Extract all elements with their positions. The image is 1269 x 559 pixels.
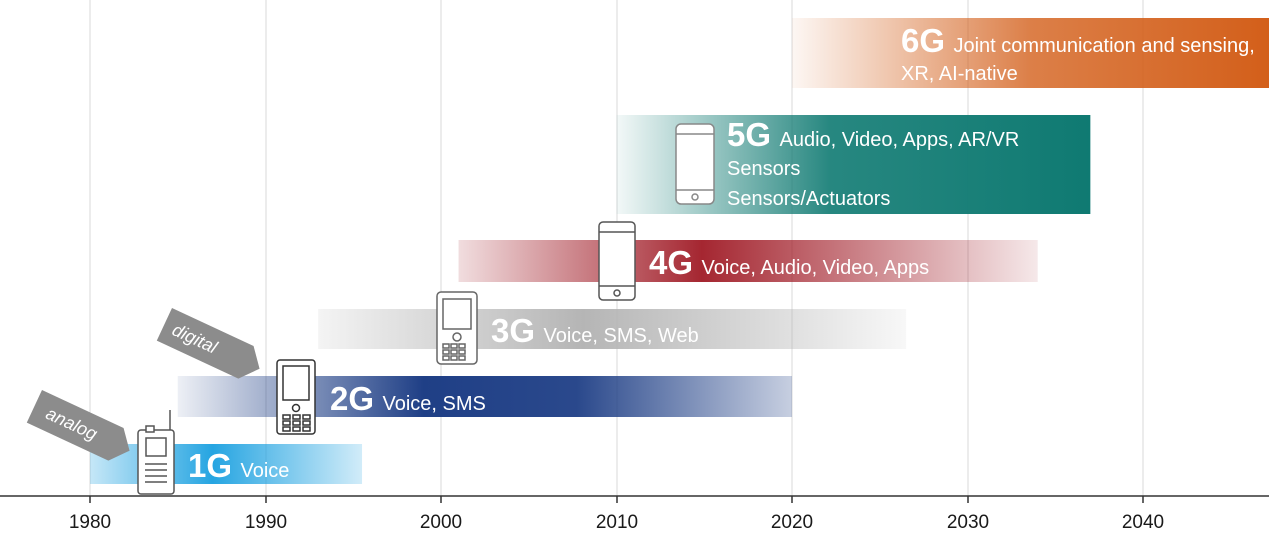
bar-1g xyxy=(90,444,363,484)
year-label-1990: 1990 xyxy=(245,512,287,533)
bar-6g xyxy=(792,18,1269,88)
year-label-2020: 2020 xyxy=(771,512,813,533)
gen-desc-1g: Voice xyxy=(240,460,289,482)
gen-name-6g: 6G xyxy=(901,22,945,59)
year-label-2030: 2030 xyxy=(947,512,989,533)
touch-phone-icon xyxy=(598,221,636,301)
label-1g: 1G Voice xyxy=(188,447,289,484)
axis-ticks xyxy=(89,496,1144,503)
gen-desc-5g-line3: Sensors/Actuators xyxy=(727,188,890,210)
gen-desc-3g: Voice, SMS, Web xyxy=(543,325,698,347)
label-6g: 6G Joint communication and sensing, XR, … xyxy=(901,22,1255,85)
gen-desc-6g-line2: XR, AI-native xyxy=(901,63,1018,85)
gen-desc-2g: Voice, SMS xyxy=(382,393,485,415)
bar-4g xyxy=(458,240,1038,282)
gen-desc-5g-line2: Sensors xyxy=(727,158,800,180)
year-label-2000: 2000 xyxy=(420,512,462,533)
gen-name-2g: 2G xyxy=(330,380,374,417)
gen-name-1g: 1G xyxy=(188,447,232,484)
gen-name-4g: 4G xyxy=(649,244,693,281)
year-label-2040: 2040 xyxy=(1122,512,1164,533)
bar-3g xyxy=(318,309,907,349)
label-5g: 5G Audio, Video, Apps, AR/VR Sensors Sen… xyxy=(727,116,1019,210)
svg-text:5G Audio, Video, Apps, A: 5G Audio, Video, Apps, AR/VR xyxy=(727,116,1019,153)
svg-text:6G Joint communication a: 6G Joint communication and sensing, xyxy=(901,22,1255,59)
year-label-2010: 2010 xyxy=(596,512,638,533)
gen-name-3g: 3G xyxy=(491,312,535,349)
svg-text:3G Voice, SMS, Web: 3G Voice, SMS, Web xyxy=(491,312,699,349)
svg-text:1G Voice: 1G Voice xyxy=(188,447,289,484)
feature-phone-icon xyxy=(276,359,316,435)
gen-desc-4g: Voice, Audio, Video, Apps xyxy=(701,257,929,279)
label-3g: 3G Voice, SMS, Web xyxy=(491,312,699,349)
svg-text:2G Voice, SMS: 2G Voice, SMS xyxy=(330,380,486,417)
gen-desc-6g-line1: Joint communication and sensing, xyxy=(953,35,1254,57)
year-labels: 1980 1990 2000 2010 2020 2030 2040 xyxy=(69,512,1164,533)
label-2g: 2G Voice, SMS xyxy=(330,380,486,417)
digital-tag: digital xyxy=(156,308,260,379)
gen-name-5g: 5G xyxy=(727,116,771,153)
smartphone-keyboard-icon xyxy=(436,291,478,365)
gen-desc-5g-line1: Audio, Video, Apps, AR/VR xyxy=(779,129,1019,151)
walkie-talkie-icon xyxy=(137,410,175,495)
year-label-1980: 1980 xyxy=(69,512,111,533)
label-4g: 4G Voice, Audio, Video, Apps xyxy=(649,244,929,281)
generation-bars xyxy=(90,18,1269,484)
smartphone-icon xyxy=(675,123,715,205)
svg-text:4G Voice, Audio, Video,: 4G Voice, Audio, Video, Apps xyxy=(649,244,929,281)
